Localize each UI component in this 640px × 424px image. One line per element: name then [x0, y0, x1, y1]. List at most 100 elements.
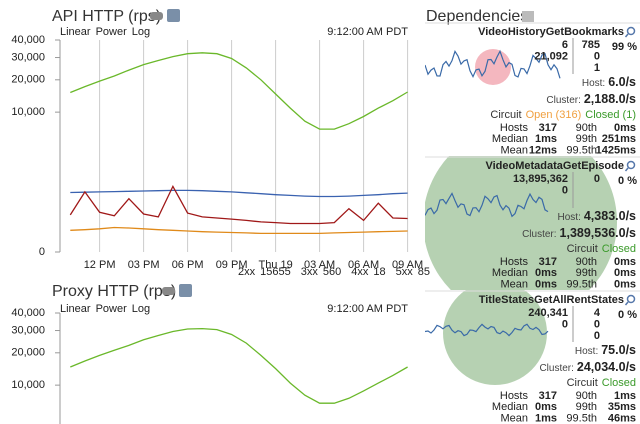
- host-rate: Host: 75.0/s: [575, 343, 636, 357]
- image-icon: [167, 9, 180, 22]
- y-tick-label: 20,000: [11, 347, 45, 359]
- error-percent: 0 %: [618, 175, 637, 187]
- stat-value: 0ms: [535, 267, 557, 279]
- circuit-name: TitleStatesGetAllRentStates: [479, 294, 624, 306]
- legend-value: 85: [418, 266, 430, 278]
- x-tick-label: 09 AM: [392, 259, 423, 271]
- stat-label: 99.5th: [566, 412, 597, 424]
- stat-value: 35ms: [608, 401, 636, 413]
- stat-label: 99th: [576, 401, 597, 413]
- legend-name: 3xx: [301, 266, 319, 278]
- stat-label: 99th: [576, 133, 597, 145]
- count: 0: [594, 330, 600, 342]
- stat-label: Median: [492, 133, 528, 145]
- image-icon: [179, 284, 192, 297]
- count: 785: [582, 39, 600, 51]
- sparkline: [425, 49, 561, 79]
- stat-label: 99th: [576, 267, 597, 279]
- health-circle: [443, 290, 547, 385]
- error-percent: 99 %: [612, 41, 637, 53]
- stat-label: Hosts: [500, 390, 529, 402]
- sparkline: [425, 323, 549, 337]
- host-rate: Host: 6.0/s: [582, 75, 636, 89]
- stat-value: 0ms: [614, 122, 636, 134]
- stat-value: 1ms: [535, 133, 557, 145]
- search-icon: [624, 167, 629, 172]
- rate-label: Host:: [582, 78, 605, 89]
- panel-icons: [162, 284, 192, 297]
- status-label: Circuit: [567, 243, 598, 255]
- rate-label: Cluster:: [546, 95, 580, 106]
- series-line: [70, 52, 408, 130]
- status-label: Circuit: [567, 377, 598, 389]
- stat-label: 90th: [576, 256, 597, 268]
- series-line: [69, 184, 408, 225]
- count: 240,341: [528, 307, 568, 319]
- x-tick-label: Thu 19: [258, 259, 292, 271]
- panel-icons: [150, 9, 180, 22]
- stat-value: 317: [539, 390, 557, 402]
- legend-value: 18: [373, 266, 385, 278]
- stat-label: Mean: [500, 144, 528, 156]
- x-tick-label: 06 PM: [172, 259, 204, 271]
- status-value: Closed: [602, 377, 636, 389]
- status-value: Open (316): [526, 109, 582, 121]
- count: 0: [594, 50, 600, 62]
- count: 0: [562, 318, 568, 330]
- scale-link[interactable]: Log: [132, 303, 150, 315]
- y-tick-label: 0: [39, 246, 45, 258]
- count: 0: [594, 173, 600, 185]
- count: 1: [594, 62, 600, 74]
- link-icon: [162, 287, 175, 295]
- scale-link: Power: [96, 26, 128, 38]
- stat-label: Mean: [500, 412, 528, 424]
- chart-plot: [70, 327, 408, 404]
- sparkline: [425, 192, 549, 218]
- y-tick-label: 30,000: [11, 324, 45, 336]
- scale-link[interactable]: Linear: [60, 26, 91, 38]
- scale-link: Power: [96, 303, 128, 315]
- cluster-rate: Cluster: 1,389,536.0/s: [522, 226, 636, 240]
- cluster-rate: Cluster: 24,034.0/s: [539, 360, 636, 374]
- count: 4: [594, 307, 601, 319]
- scale-link[interactable]: Log: [132, 26, 150, 38]
- rate-value: 24,034.0/s: [577, 360, 636, 374]
- y-tick-label: 10,000: [11, 379, 45, 391]
- status-value: Closed: [602, 243, 636, 255]
- search-icon: [624, 33, 629, 38]
- x-tick-label: 09 PM: [216, 259, 248, 271]
- stat-value: 0ms: [614, 256, 636, 268]
- x-tick-label: 03 PM: [128, 259, 160, 271]
- rate-value: 6.0/s: [608, 75, 636, 89]
- stat-value: 12ms: [529, 144, 557, 156]
- stat-value: 46ms: [608, 412, 636, 424]
- stat-label: Median: [492, 267, 528, 279]
- rate-value: 75.0/s: [601, 343, 636, 357]
- legend-name: 4xx: [351, 266, 369, 278]
- stat-value: 1425ms: [596, 144, 636, 156]
- stat-value: 0ms: [614, 278, 636, 290]
- circuit-name: VideoMetadataGetEpisode: [485, 160, 624, 172]
- rate-label: Cluster:: [539, 363, 573, 374]
- search-icon: [626, 294, 636, 304]
- link-icon: [150, 12, 163, 20]
- circuit-graphics: [425, 290, 549, 385]
- series-line: [70, 226, 408, 235]
- circuit-name: VideoHistoryGetBookmarks: [478, 26, 624, 38]
- stat-value: 0ms: [614, 267, 636, 279]
- count: 6: [562, 39, 568, 51]
- chart-plot: [69, 40, 409, 252]
- stat-label: 90th: [576, 390, 597, 402]
- count: 0: [562, 184, 568, 196]
- scale-link[interactable]: Linear: [60, 303, 91, 315]
- panel-title: Dependencies: [426, 8, 528, 25]
- cluster-rate: Cluster: 2,188.0/s: [546, 92, 636, 106]
- y-tick-label: 40,000: [11, 34, 45, 46]
- stat-value: 0ms: [535, 401, 557, 413]
- search-icon: [626, 160, 636, 170]
- count: 13,895,362: [513, 173, 568, 185]
- stat-value: 1ms: [535, 412, 557, 424]
- rate-label: Host:: [575, 346, 598, 357]
- legend-value: 560: [323, 266, 341, 278]
